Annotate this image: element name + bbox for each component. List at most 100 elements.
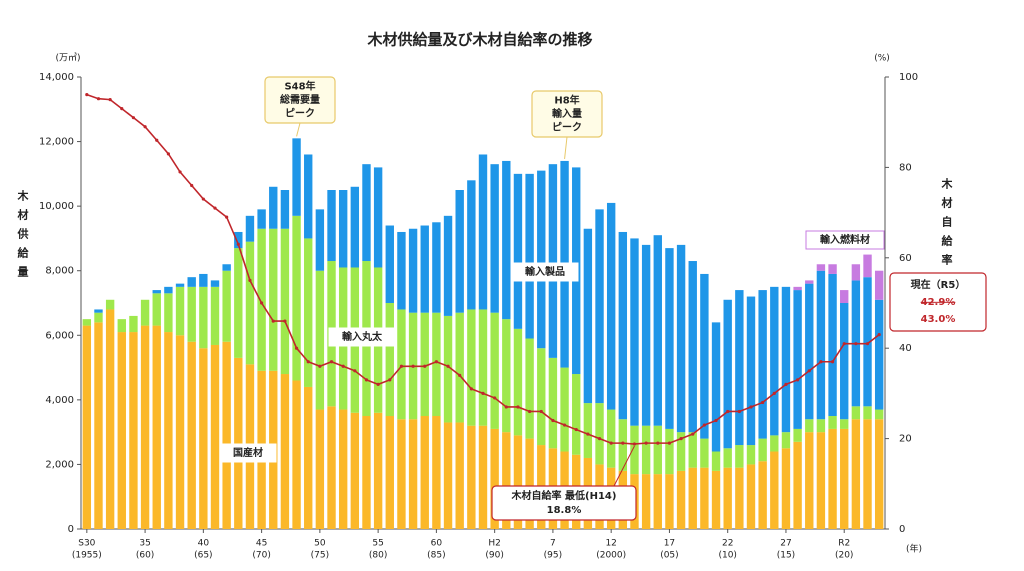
bar-segment	[513, 435, 523, 529]
bar-segment	[327, 190, 336, 262]
pointer	[296, 122, 301, 137]
bar-segment	[676, 470, 686, 529]
bar-segment	[397, 309, 406, 420]
bar-segment	[618, 231, 628, 420]
x-tick-label: 50	[314, 539, 326, 549]
y2-tick-label: 40	[899, 343, 912, 354]
rate-marker	[726, 409, 730, 414]
y-axis-label: 木材供給量	[16, 189, 30, 285]
y2-unit: (%)	[874, 54, 890, 64]
bar-segment	[420, 416, 429, 529]
bar-segment	[583, 403, 593, 458]
x-tick-label: (75)	[311, 551, 329, 561]
bar-segment	[805, 283, 814, 420]
bar-segment	[140, 299, 150, 326]
bar-segment	[199, 286, 208, 349]
bar-segment	[630, 425, 639, 475]
x-tick-label: (95)	[544, 551, 562, 561]
bar-segment	[560, 367, 569, 452]
bar-segment	[280, 190, 290, 229]
bar-segment	[816, 432, 826, 529]
bar-segment	[105, 309, 115, 529]
rate-marker	[283, 319, 287, 323]
bar-segment	[735, 467, 744, 529]
bar-segment	[490, 164, 499, 313]
bar-segment	[874, 270, 884, 300]
bar-segment	[758, 438, 767, 462]
bar-segment	[338, 190, 348, 268]
bar-segment	[175, 286, 185, 336]
bar-segment	[187, 341, 196, 529]
x-tick-label: (05)	[660, 551, 678, 561]
bar-segment	[793, 428, 802, 442]
bar-segment	[432, 312, 441, 416]
bar-segment	[175, 283, 185, 287]
y-tick-label: 12,000	[39, 137, 74, 148]
rate-marker	[446, 364, 450, 368]
bar-segment	[572, 374, 581, 455]
x-tick-label: S30	[78, 539, 95, 549]
bar-segment	[758, 290, 767, 439]
bar-segment	[490, 428, 499, 529]
rate-marker	[434, 360, 438, 364]
rate-marker	[318, 364, 322, 368]
annotation-box	[264, 76, 336, 124]
pointer	[564, 136, 568, 159]
bar-segment	[746, 296, 756, 446]
bar-segment	[863, 406, 872, 420]
bar-segment	[82, 319, 92, 326]
bar-segment	[245, 241, 255, 365]
y2-axis-label: 木材自給率	[940, 177, 954, 273]
y2-tick-label: 0	[899, 524, 905, 535]
bar-segment	[199, 273, 208, 287]
x-tick-label: (60)	[136, 551, 154, 561]
bar-segment	[840, 290, 849, 303]
rate-marker	[236, 242, 240, 246]
bar-segment	[420, 312, 429, 416]
bar-segment	[257, 209, 266, 229]
rate-marker	[597, 437, 602, 441]
bar-segment	[94, 309, 103, 313]
bar-segment	[292, 380, 301, 529]
annotation-text: 輸入量	[552, 107, 582, 120]
bar-segment	[269, 186, 278, 229]
bar-segment	[863, 419, 872, 529]
bar-segment	[373, 167, 383, 268]
chart-title: 木材供給量及び木材自給率の推移	[366, 31, 592, 49]
import-fuel-label: 輸入燃料材	[820, 233, 870, 246]
annotation-box	[531, 90, 603, 138]
bar-segment	[152, 290, 161, 294]
bar-segment	[140, 325, 150, 529]
bar-segment	[665, 248, 674, 429]
bar-segment	[723, 448, 732, 468]
y-tick-label: 0	[68, 524, 74, 535]
bar-segment	[315, 409, 325, 529]
bar-segment	[234, 248, 243, 358]
rate-marker	[469, 387, 473, 391]
bar-segment	[711, 470, 721, 529]
bar-segment	[222, 341, 231, 529]
bar-segment	[164, 293, 173, 333]
rate-marker	[621, 441, 625, 445]
bar-segment	[723, 299, 732, 449]
bar-segment	[117, 332, 126, 529]
bar-segment	[455, 190, 464, 313]
bar-segment	[105, 299, 115, 310]
bar-segment	[502, 319, 511, 433]
bar-segment	[711, 451, 721, 471]
rate-marker	[761, 400, 765, 405]
bar-segment	[478, 425, 488, 529]
rate-marker	[155, 138, 159, 142]
bar-segment	[548, 357, 558, 449]
import-fuel-label-box	[805, 230, 885, 250]
y-tick-label: 4,000	[45, 395, 74, 406]
bar-segment	[676, 244, 686, 433]
bar-segment	[735, 445, 744, 468]
bar-segment	[443, 215, 453, 316]
x-tick-label: (80)	[369, 551, 387, 561]
rate-marker	[586, 432, 590, 436]
bar-segment	[455, 312, 464, 423]
rate-marker	[702, 423, 706, 427]
rate-marker	[108, 98, 112, 102]
